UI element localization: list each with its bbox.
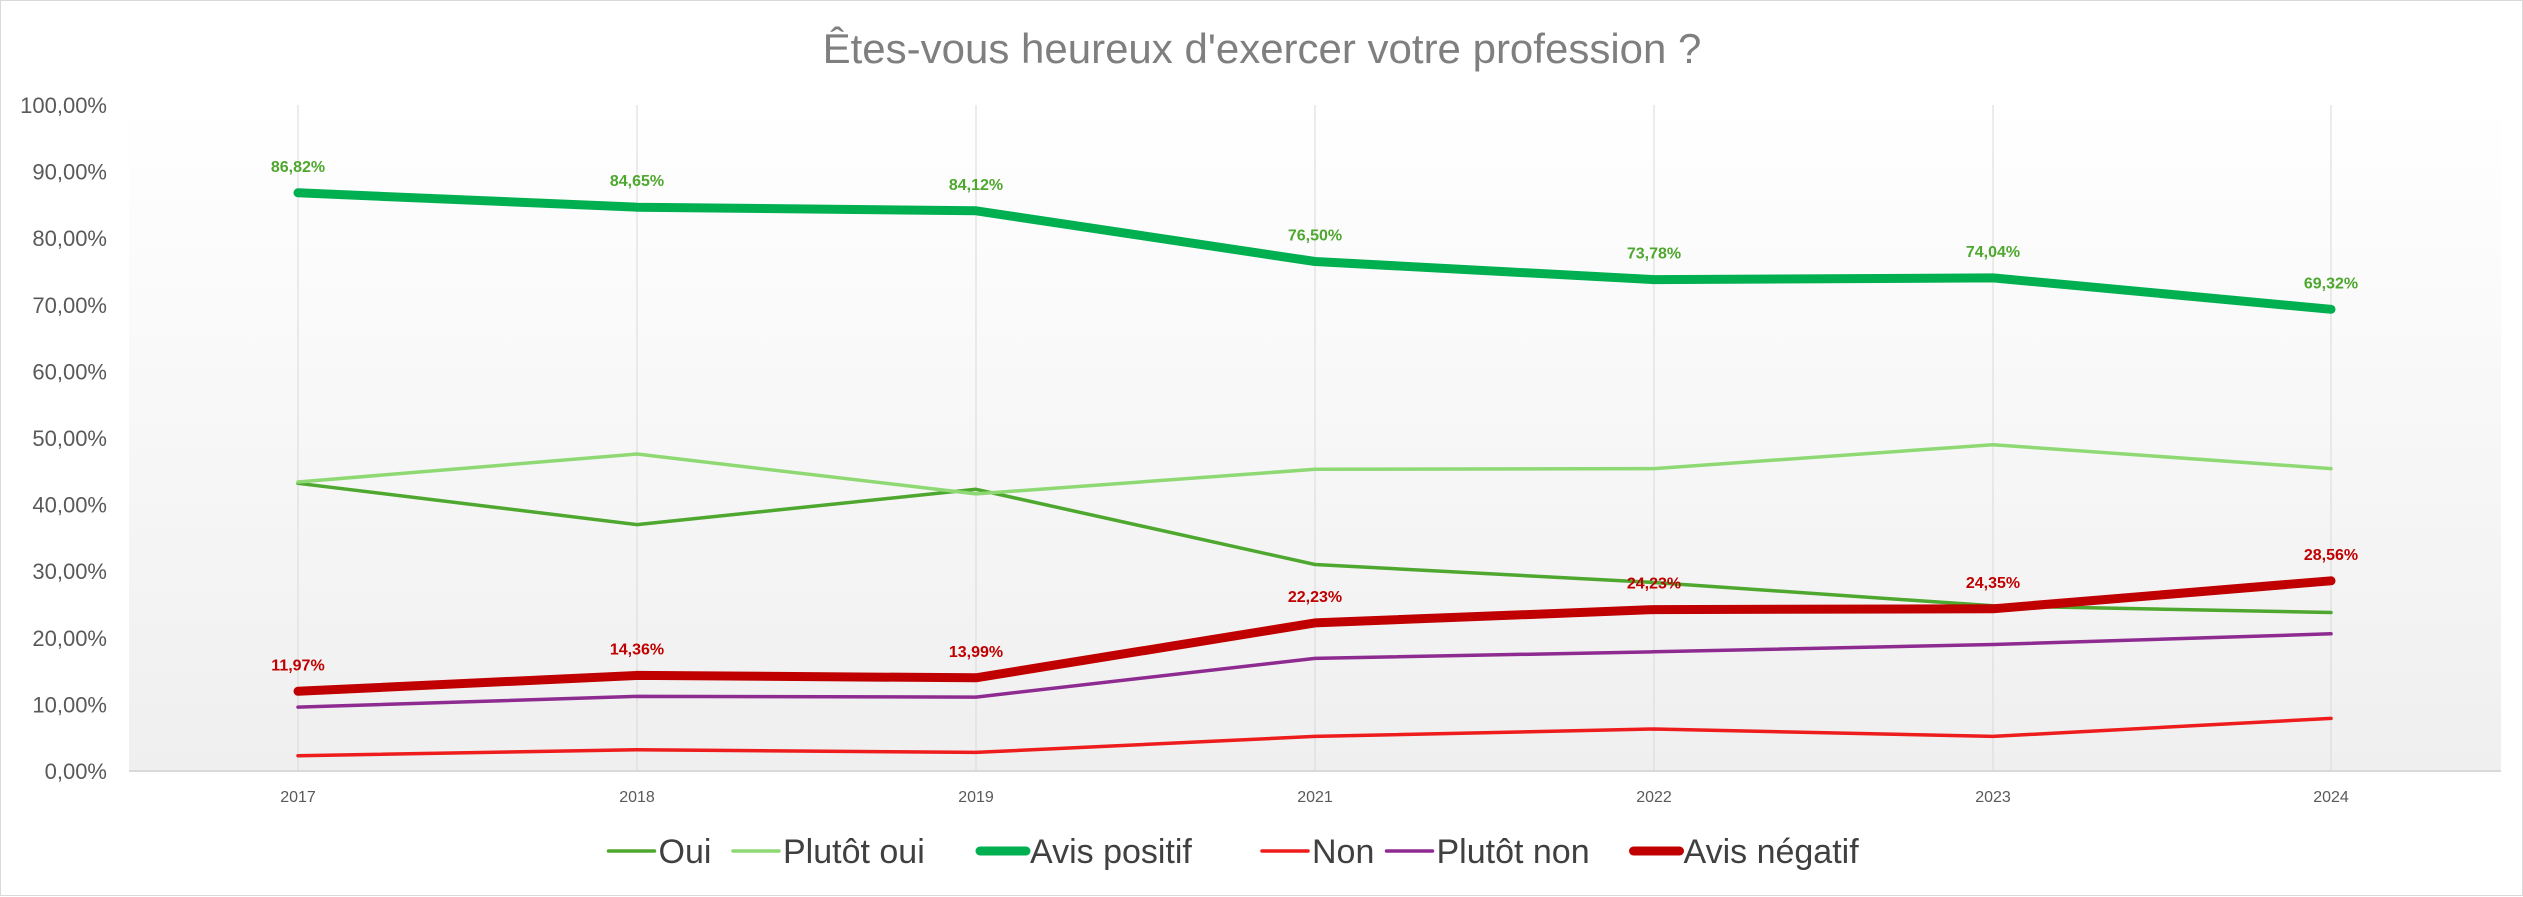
x-tick-label: 2023 <box>1975 789 2011 806</box>
data-label: 24,23% <box>1627 576 1681 593</box>
y-tick-label: 40,00% <box>32 493 107 518</box>
y-tick-label: 80,00% <box>32 226 107 251</box>
gridlines <box>297 105 2332 771</box>
data-label: 69,32% <box>2304 275 2358 292</box>
legend-entry-label: Avis positif <box>1030 833 1192 871</box>
x-tick-label: 2024 <box>2313 789 2349 806</box>
series-line-avis-n-gatif <box>293 576 2336 696</box>
y-tick-label: 30,00% <box>32 559 107 584</box>
y-tick-label: 90,00% <box>32 160 107 185</box>
y-tick-label: 0,00% <box>45 759 107 784</box>
y-tick-label: 100,00% <box>20 93 107 118</box>
axes: 0,00% 10,00% 20,00% 30,00% 40,00% 50,00% 60,00… <box>20 93 2501 806</box>
y-tick-label: 50,00% <box>32 426 107 451</box>
x-tick-label: 2019 <box>958 789 994 806</box>
legend-entry-label: Plutôt non <box>1437 833 1590 871</box>
series-line-non <box>296 716 2333 758</box>
data-label: 84,12% <box>949 177 1003 194</box>
legend-entry-label: Plutôt oui <box>783 833 925 871</box>
series-line-plut-t-non <box>296 632 2333 709</box>
data-label: 11,97% <box>271 657 324 674</box>
x-tick-label: 2018 <box>619 789 655 806</box>
y-tick-label: 70,00% <box>32 293 107 318</box>
series-line-avis-positif <box>293 188 2336 314</box>
data-label: 84,65% <box>610 173 664 190</box>
data-label: 73,78% <box>1627 246 1681 263</box>
data-label: 13,99% <box>949 644 1003 661</box>
data-label: 74,04% <box>1966 244 2020 261</box>
y-tick-label: 10,00% <box>32 692 107 717</box>
data-label: 22,23% <box>1288 589 1342 606</box>
legend: Oui Plutôt oui Avis positif Non Plutôt non Av… <box>606 833 1860 871</box>
legend-entry-label: Oui <box>659 833 712 871</box>
data-label: 76,50% <box>1288 228 1342 245</box>
x-tick-label: 2022 <box>1636 789 1672 806</box>
legend-entry-label: Non <box>1312 833 1374 871</box>
x-tick-label: 2017 <box>280 789 316 806</box>
data-label: 14,36% <box>610 641 664 658</box>
data-label: 24,35% <box>1966 575 2020 592</box>
y-tick-label: 60,00% <box>32 359 107 384</box>
data-labels: 86,82% 84,65% 84,12% 76,50% 73,78% 74,04% 69,3… <box>271 159 2358 675</box>
y-tick-label: 20,00% <box>32 626 107 651</box>
chart-title: Êtes-vous heureux d'exercer votre profes… <box>823 25 1702 72</box>
legend-entry-label: Avis négatif <box>1684 833 1860 871</box>
x-tick-label: 2021 <box>1297 789 1333 806</box>
series-lines <box>293 188 2336 758</box>
data-label: 28,56% <box>2304 547 2358 564</box>
series-line-plut-t-oui <box>296 442 2333 496</box>
data-label: 86,82% <box>271 159 325 176</box>
